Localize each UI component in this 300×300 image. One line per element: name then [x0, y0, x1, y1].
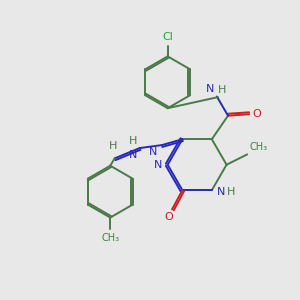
Text: N: N	[154, 160, 162, 170]
Text: H: H	[218, 85, 227, 95]
Text: Cl: Cl	[162, 32, 173, 42]
Text: O: O	[165, 212, 173, 222]
Text: CH₃: CH₃	[101, 233, 119, 243]
Text: N: N	[206, 84, 214, 94]
Text: H: H	[129, 136, 137, 146]
Text: N: N	[149, 148, 158, 158]
Text: CH₃: CH₃	[250, 142, 268, 152]
Text: N: N	[129, 150, 137, 161]
Text: H: H	[109, 141, 117, 151]
Text: O: O	[252, 109, 261, 119]
Text: H: H	[227, 187, 236, 197]
Text: N: N	[217, 187, 226, 197]
